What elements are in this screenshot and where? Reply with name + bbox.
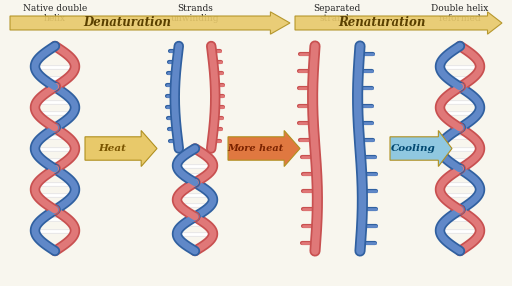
Polygon shape [10, 12, 290, 34]
Text: Strands
unwinding: Strands unwinding [170, 4, 219, 23]
Polygon shape [390, 130, 452, 166]
Text: More heat: More heat [227, 144, 283, 153]
Text: Renaturation: Renaturation [338, 17, 425, 29]
Polygon shape [228, 130, 300, 166]
Polygon shape [295, 12, 502, 34]
Text: Native double
helix: Native double helix [23, 4, 87, 23]
Text: Heat: Heat [98, 144, 126, 153]
Text: Cooling: Cooling [391, 144, 436, 153]
Text: Separated
strands: Separated strands [313, 4, 360, 23]
Text: Denaturation: Denaturation [83, 17, 171, 29]
Text: Double helix
reformed: Double helix reformed [431, 4, 488, 23]
Polygon shape [85, 130, 157, 166]
